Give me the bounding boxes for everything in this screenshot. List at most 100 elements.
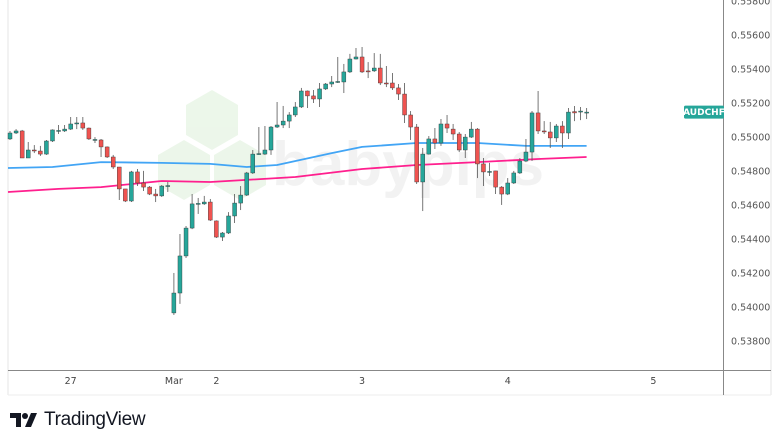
time-tick-label: 2	[213, 376, 219, 387]
candle	[171, 272, 177, 315]
candle-body	[317, 88, 322, 100]
candle-body	[293, 106, 298, 116]
candle-body	[432, 138, 438, 144]
time-tick-label: 4	[505, 376, 511, 387]
candle-body	[353, 56, 359, 60]
candle-body	[153, 193, 158, 197]
candle-body	[220, 232, 225, 238]
candle-body	[32, 149, 37, 152]
candle-body	[572, 111, 577, 114]
candle-body	[402, 93, 407, 116]
candle	[26, 142, 31, 159]
candle	[299, 87, 304, 108]
candle-body	[287, 114, 292, 122]
candle	[293, 102, 298, 118]
candle	[177, 234, 183, 304]
candle-body	[141, 182, 146, 188]
symbol-label: AUDCHF	[683, 108, 725, 118]
candle	[487, 162, 492, 177]
candle	[238, 186, 243, 211]
candle-body	[183, 227, 189, 257]
candle-body	[329, 81, 334, 85]
candle	[32, 145, 37, 154]
time-axis[interactable]: 27 Mar 2 3 4 5	[65, 376, 657, 387]
candle	[329, 76, 334, 88]
candle-body	[323, 83, 328, 90]
candlestick-chart[interactable]: babypips 0.558000.556000.554000.552000.5…	[0, 0, 780, 400]
candle	[450, 123, 456, 140]
candle	[7, 130, 13, 140]
candle-body	[450, 128, 456, 135]
candle-body	[311, 95, 316, 100]
candle	[159, 185, 164, 197]
candle	[335, 56, 340, 83]
candle	[384, 65, 389, 88]
candle	[347, 53, 353, 73]
candle-body	[177, 255, 183, 294]
candle-body	[517, 160, 523, 174]
candle	[372, 53, 377, 72]
candle	[566, 107, 571, 139]
candle-body	[372, 67, 377, 72]
candle-body	[505, 182, 510, 195]
candle	[226, 212, 231, 235]
candle-body	[80, 122, 86, 129]
price-axis[interactable]: 0.55800 0.55600 0.55400 0.55200 0.55000 0.548…	[731, 0, 770, 348]
price-tick-label: 0.54400	[731, 235, 770, 246]
candle	[232, 194, 237, 223]
price-tick-label: 0.54200	[731, 269, 770, 280]
candle	[469, 121, 474, 138]
candle	[129, 170, 134, 203]
candle	[274, 102, 280, 129]
candle-body	[165, 185, 171, 187]
candle	[554, 123, 559, 143]
candle-body	[529, 112, 535, 153]
candle	[341, 63, 347, 94]
candle	[499, 186, 504, 205]
candle-body	[104, 146, 110, 158]
candle-body	[110, 156, 116, 168]
price-tick-label: 0.53800	[731, 337, 770, 348]
candle	[268, 126, 274, 155]
tradingview-logo: TradingView	[10, 409, 146, 431]
candle	[311, 89, 316, 104]
candle-body	[396, 87, 401, 95]
candle	[13, 129, 19, 135]
candle	[165, 181, 171, 193]
price-tick-label: 0.55000	[731, 133, 770, 144]
candle	[104, 146, 110, 158]
candle	[463, 134, 468, 158]
candle	[572, 105, 577, 122]
time-tick-label: 3	[359, 376, 365, 387]
price-tick-label: 0.54000	[731, 303, 770, 314]
candle	[250, 150, 256, 174]
candle	[141, 170, 146, 191]
candle	[86, 127, 92, 140]
candle-body	[195, 203, 201, 205]
candle	[420, 147, 425, 212]
brand-name: TradingView	[44, 409, 146, 430]
candle	[147, 186, 152, 196]
candle	[110, 154, 116, 170]
price-tick-label: 0.55400	[731, 65, 770, 76]
candle-body	[341, 71, 347, 83]
candle-body	[232, 202, 237, 217]
candle-body	[359, 56, 365, 73]
candle	[50, 129, 55, 143]
candle	[414, 123, 419, 185]
candle	[438, 119, 444, 146]
candle-body	[390, 82, 395, 89]
candle	[214, 220, 219, 238]
ma-slow-line	[7, 156, 587, 193]
candle	[475, 128, 480, 179]
candle-body	[38, 150, 43, 155]
candle	[584, 107, 589, 120]
candle	[529, 111, 535, 162]
candle	[135, 169, 140, 187]
candle	[378, 53, 383, 86]
candle-body	[26, 149, 31, 159]
candle	[74, 117, 79, 130]
tradingview-logo-icon	[10, 413, 37, 427]
candle-body	[548, 131, 553, 139]
candle-body	[250, 153, 256, 174]
